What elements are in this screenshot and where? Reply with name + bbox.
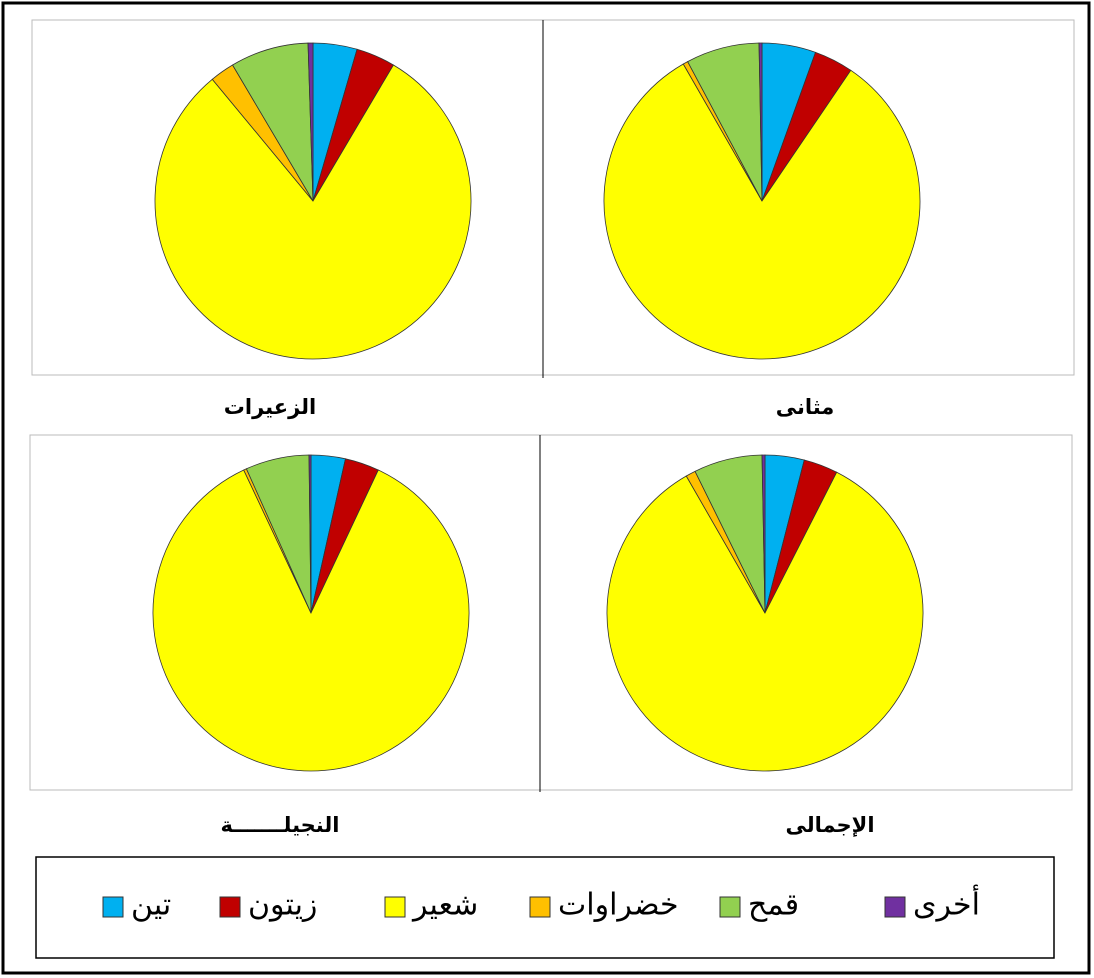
legend-swatch [529, 896, 551, 918]
legend-label: زيتون [248, 888, 317, 923]
legend-swatch [102, 896, 124, 918]
legend-label: أخرى [913, 884, 980, 923]
chart-title: مثانى [776, 395, 835, 419]
legend-swatch [384, 896, 406, 918]
pie-slice [307, 42, 314, 202]
legend-swatch [719, 896, 741, 918]
pie-slice [761, 454, 766, 614]
pie-slice [308, 454, 312, 614]
chart-title: الزعيرات [224, 395, 316, 419]
pie-slice [603, 63, 921, 360]
legend-label: خضراوات [558, 888, 679, 923]
top-panel [31, 19, 1075, 376]
legend-swatch [219, 896, 241, 918]
chart-title: الإجمالى [785, 813, 874, 837]
pie-slice [154, 64, 472, 360]
legend-swatch [884, 896, 906, 918]
pie-slice [606, 471, 924, 772]
pie-slice [758, 42, 763, 202]
bottom-panel [29, 434, 1073, 791]
legend-label: شعير [411, 888, 478, 923]
legend-label: قمح [748, 888, 799, 923]
legend-label: تين [131, 888, 171, 923]
chart-title: النجيلـــــــة [221, 813, 340, 837]
legend-box [35, 856, 1055, 959]
pie-slice [152, 469, 470, 772]
